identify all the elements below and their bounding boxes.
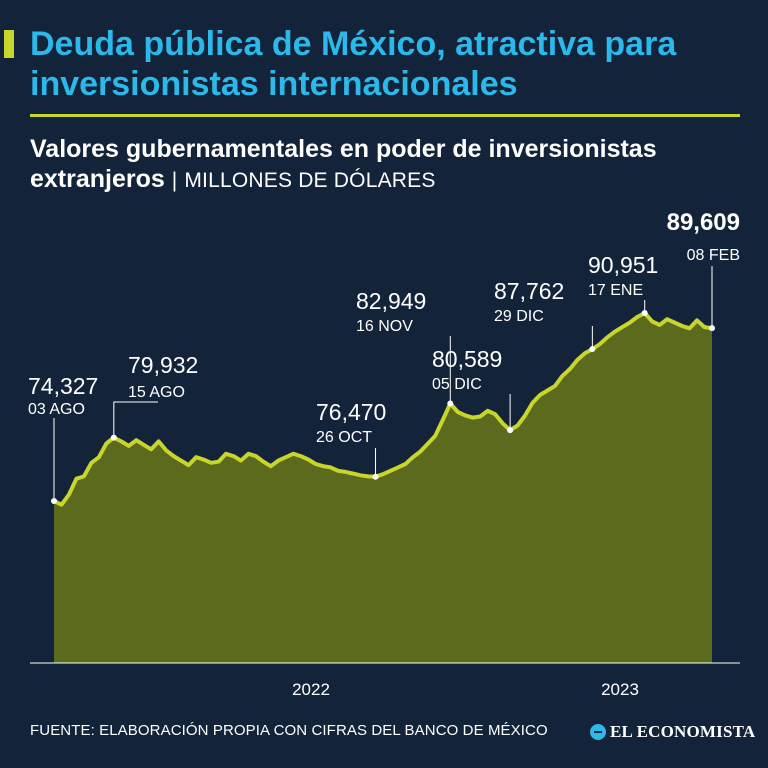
- page-title: Deuda pública de México, atractiva para …: [30, 25, 677, 103]
- subtitle-text: Valores gubernamentales en poder de inve…: [30, 135, 657, 193]
- annotation-value: 90,951: [588, 252, 658, 278]
- annotation-point: [447, 400, 454, 407]
- subtitle-separator: |: [171, 169, 178, 192]
- annotation-16-nov: 82,949 16 NOV: [356, 288, 454, 407]
- annotation-15-ago: 79,932 15 AGO: [110, 352, 198, 441]
- annotation-point: [589, 346, 596, 353]
- title-divider: [30, 114, 740, 117]
- annotation-value: 89,609: [667, 209, 740, 236]
- annotation-point: [641, 310, 648, 316]
- publisher-logo: EL ECONOMISTA: [590, 722, 755, 742]
- annotation-date: 15 AGO: [128, 384, 185, 401]
- annotation-value: 76,470: [316, 399, 386, 425]
- annotation-point: [507, 427, 514, 434]
- annotation-08-feb: 89,609 08 FEB: [667, 209, 740, 332]
- annotation-point: [709, 325, 715, 332]
- annotation-value: 87,762: [494, 278, 564, 304]
- annotation-value: 80,589: [432, 346, 502, 372]
- annotation-point: [372, 473, 379, 480]
- annotation-value: 82,949: [356, 288, 426, 314]
- series-area: [54, 313, 712, 663]
- source-note: FUENTE: ELABORACIÓN PROPIA CON CIFRAS DE…: [30, 722, 548, 739]
- logo-e-icon: [590, 724, 606, 740]
- annotation-date: 03 AGO: [28, 401, 85, 418]
- annotation-17-ene: 90,951 17 ENE: [588, 252, 658, 316]
- chart-subtitle: Valores gubernamentales en poder de inve…: [30, 134, 750, 196]
- x-tick-layer: 2022 2023: [292, 680, 639, 699]
- title-accent-bar: [4, 30, 14, 58]
- annotation-03-ago: 74,327 03 AGO: [28, 373, 98, 504]
- logo-text: EL ECONOMISTA: [610, 722, 756, 741]
- annotation-date: 16 NOV: [356, 318, 413, 335]
- subtitle-unit: MILLONES DE DÓLARES: [184, 169, 436, 192]
- annotation-date: 26 OCT: [316, 429, 372, 446]
- annotation-date: 29 DIC: [494, 308, 544, 325]
- annotation-value: 74,327: [28, 373, 98, 399]
- annotation-date: 08 FEB: [687, 247, 740, 264]
- annotation-point: [110, 434, 117, 441]
- series-line: [52, 311, 714, 507]
- annotation-value: 79,932: [128, 352, 198, 378]
- x-tick-label-2022: 2022: [292, 680, 330, 699]
- annotation-date: 17 ENE: [588, 282, 643, 299]
- annotation-point: [51, 497, 57, 504]
- annotation-26-oct: 76,470 26 OCT: [316, 399, 386, 480]
- annotation-date: 05 DIC: [432, 376, 482, 393]
- annotation-leader: [113, 401, 158, 438]
- annotation-layer: 74,327 03 AGO 79,932 15 AGO 76,470 26 OCT 82,9…: [28, 209, 740, 504]
- annotation-29-dic: 87,762 29 DIC: [494, 278, 596, 353]
- annotation-05-dic: 80,589 05 DIC: [432, 346, 514, 434]
- x-tick-label-2023: 2023: [601, 680, 639, 699]
